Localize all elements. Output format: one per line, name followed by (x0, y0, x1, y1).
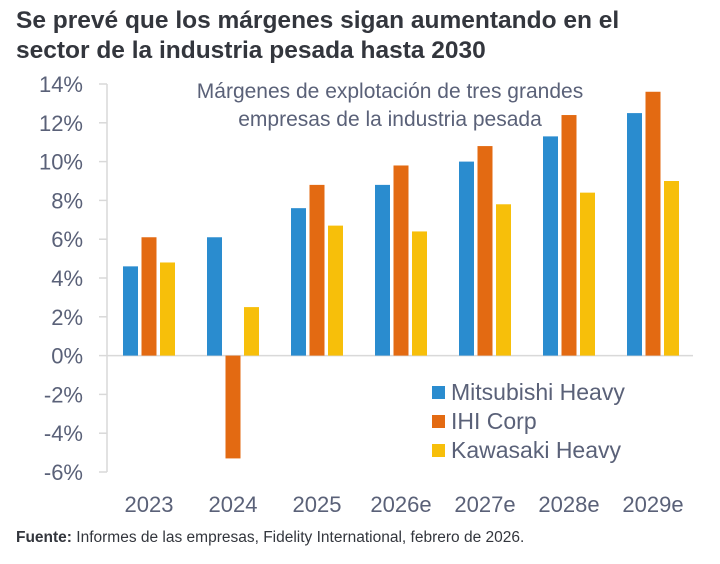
bar-mitsubishi-heavy-2023 (123, 266, 138, 356)
y-tick-label: 12% (39, 111, 83, 136)
bar-kawasaki-heavy-2027e (496, 204, 511, 356)
x-tick-label: 2029e (622, 492, 683, 517)
bar-mitsubishi-heavy-2025 (291, 208, 306, 356)
source-label: Fuente: (16, 529, 72, 546)
bar-ihi-corp-2027e (477, 146, 493, 356)
y-tick-label: -6% (44, 460, 83, 485)
x-tick-label: 2028e (538, 492, 599, 517)
y-tick-label: 2% (51, 305, 83, 330)
bar-ihi-corp-2029e (645, 91, 661, 356)
legend-item-mitsubishi-heavy: Mitsubishi Heavy (432, 378, 625, 407)
bar-kawasaki-heavy-2026e (412, 231, 427, 356)
legend-swatch-mitsubishi-heavy (432, 386, 445, 399)
bar-ihi-corp-2026e (393, 165, 409, 356)
chart-title-line-2: sector de la industria pesada hasta 2030 (16, 37, 486, 64)
chart-subtitle-line-2: empresas de la industria pesada (238, 108, 542, 131)
y-tick-label: -2% (44, 382, 83, 407)
bar-ihi-corp-2025 (309, 184, 325, 356)
chart-title: Se prevé que los márgenes sigan aumentan… (16, 6, 716, 66)
x-tick-label: 2027e (454, 492, 515, 517)
bar-kawasaki-heavy-2029e (664, 181, 679, 356)
legend-label: Mitsubishi Heavy (451, 379, 625, 405)
chart-subtitle-line-1: Márgenes de explotación de tres grandes (196, 80, 584, 103)
y-tick-label: 4% (51, 266, 83, 291)
bar-ihi-corp-2028e (561, 115, 577, 356)
bar-kawasaki-heavy-2028e (580, 192, 595, 356)
bar-kawasaki-heavy-2025 (328, 225, 343, 356)
chart-subtitle: Márgenes de explotación de tres grandes … (140, 78, 640, 134)
legend-item-ihi-corp: IHI Corp (432, 407, 625, 436)
legend-item-kawasaki-heavy: Kawasaki Heavy (432, 436, 625, 465)
legend-swatch-kawasaki-heavy (432, 444, 445, 457)
legend-label: Kawasaki Heavy (451, 437, 622, 463)
x-tick-label: 2025 (293, 492, 342, 517)
bar-mitsubishi-heavy-2028e (543, 136, 558, 356)
y-tick-label: 0% (51, 344, 83, 369)
bar-kawasaki-heavy-2023 (160, 262, 175, 356)
x-axis: 2023 2024 2025 2026e 2027e 2028e 2029e (107, 354, 693, 517)
bar-mitsubishi-heavy-2029e (627, 113, 642, 356)
y-tick-label: -4% (44, 421, 83, 446)
y-tick-label: 6% (51, 227, 83, 252)
bar-mitsubishi-heavy-2026e (375, 184, 390, 356)
bar-mitsubishi-heavy-2024 (207, 237, 222, 356)
legend-swatch-ihi-corp (432, 415, 445, 428)
legend: Mitsubishi Heavy IHI Corp Kawasaki Heavy (432, 378, 625, 465)
bars (123, 91, 679, 459)
bar-ihi-corp-2023 (141, 237, 157, 356)
bar-kawasaki-heavy-2024 (244, 307, 259, 356)
source-text: Informes de las empresas, Fidelity Inter… (71, 529, 525, 546)
source-note: Fuente: Informes de las empresas, Fideli… (16, 529, 524, 547)
y-tick-label: 14% (39, 72, 83, 97)
bar-mitsubishi-heavy-2027e (459, 161, 474, 356)
x-tick-label: 2024 (209, 492, 258, 517)
chart-title-line-1: Se prevé que los márgenes sigan aumentan… (16, 7, 620, 34)
x-tick-label: 2026e (370, 492, 431, 517)
x-tick-label: 2023 (125, 492, 174, 517)
y-tick-label: 10% (39, 150, 83, 175)
bar-ihi-corp-2024 (225, 355, 241, 459)
y-axis: 14% 12% 10% 8% 6% 4% 2% 0% -2% -4% -6% (39, 72, 108, 485)
legend-label: IHI Corp (451, 408, 537, 434)
y-tick-label: 8% (51, 188, 83, 213)
